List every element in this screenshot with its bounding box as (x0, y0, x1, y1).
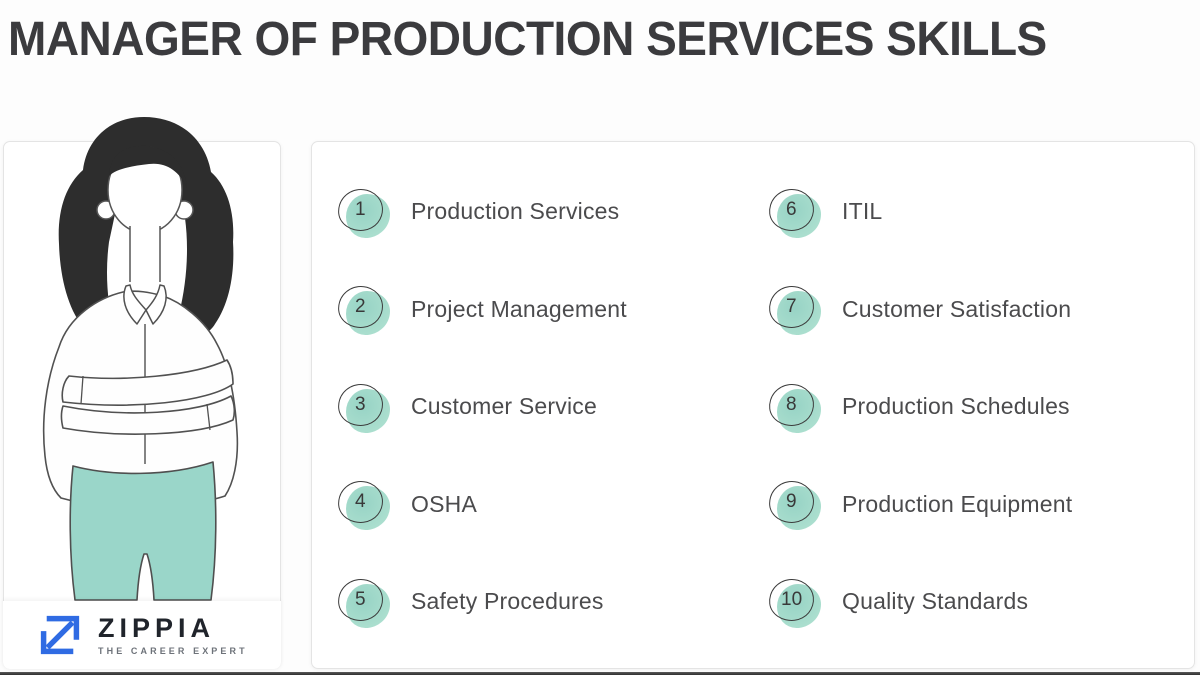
bottom-edge-bar (0, 672, 1200, 675)
page-title: MANAGER OF PRODUCTION SERVICES SKILLS (8, 11, 1047, 66)
skill-item: 9 Production Equipment (766, 456, 1073, 554)
badge-blob-shape (777, 388, 821, 433)
skill-number: 2 (355, 296, 366, 318)
skill-number: 3 (355, 393, 366, 415)
skill-item: 4 OSHA (335, 456, 627, 554)
badge-blob-shape (777, 583, 821, 628)
skill-item: 5 Safety Procedures (335, 553, 627, 651)
badge-blob-shape (346, 388, 390, 433)
skills-column-1: 1 Production Services 2 Project Manageme… (335, 163, 627, 651)
skill-item: 1 Production Services (335, 163, 627, 261)
skill-item: 3 Customer Service (335, 358, 627, 456)
skill-number-badge: 7 (766, 283, 821, 336)
brand-name: ZIPPIA (98, 613, 216, 644)
skill-number: 7 (786, 296, 797, 318)
skill-number-badge: 4 (335, 478, 390, 531)
skill-number: 9 (786, 491, 797, 513)
skill-number-badge: 8 (766, 381, 821, 433)
skill-label: Production Equipment (842, 490, 1073, 517)
skill-item: 7 Customer Satisfaction (766, 261, 1072, 359)
badge-blob-shape (346, 291, 390, 336)
skill-label: ITIL (842, 198, 883, 225)
skill-number-badge: 3 (335, 381, 390, 433)
skill-label: Production Services (411, 198, 620, 225)
skill-label: Project Management (411, 295, 627, 322)
skill-label: OSHA (411, 490, 477, 517)
badge-blob-shape (346, 583, 390, 628)
skill-item: 10 Quality Standards (766, 553, 1072, 651)
skill-number: 4 (355, 491, 366, 513)
skill-number: 10 (780, 588, 803, 610)
brand-footer: ZIPPIA THE CAREER EXPERT (3, 601, 281, 669)
skills-panel: 1 Production Services 2 Project Manageme… (311, 141, 1195, 669)
skills-column-2: 6 ITIL 7 Customer Satisfaction 8 Product… (766, 163, 1073, 651)
brand-tagline: THE CAREER EXPERT (98, 645, 248, 656)
skill-item: 6 ITIL (766, 163, 1072, 261)
badge-blob-shape (346, 486, 390, 531)
badge-blob-shape (777, 486, 821, 531)
illustration-panel (3, 141, 281, 669)
skill-number-badge: 6 (766, 186, 821, 238)
skill-label: Production Schedules (842, 393, 1070, 420)
skill-number: 1 (355, 198, 366, 220)
skill-label: Customer Satisfaction (842, 295, 1072, 322)
skill-number: 8 (786, 393, 797, 415)
skill-number-badge: 5 (335, 576, 390, 628)
skill-number: 5 (355, 588, 366, 610)
skill-label: Safety Procedures (411, 588, 604, 615)
badge-blob-shape (777, 193, 821, 238)
badge-blob-shape (777, 291, 821, 336)
badge-blob-shape (346, 193, 390, 238)
skill-number-badge: 1 (335, 186, 390, 238)
skill-number-badge: 10 (766, 576, 821, 628)
skill-number-badge: 9 (766, 478, 821, 531)
skill-number-badge: 2 (335, 283, 390, 336)
skill-label: Customer Service (411, 393, 597, 420)
skill-number: 6 (786, 198, 797, 220)
skill-item: 8 Production Schedules (766, 358, 1072, 456)
zippia-z-icon (40, 615, 80, 655)
skill-item: 2 Project Management (335, 261, 627, 359)
skill-label: Quality Standards (842, 588, 1029, 615)
